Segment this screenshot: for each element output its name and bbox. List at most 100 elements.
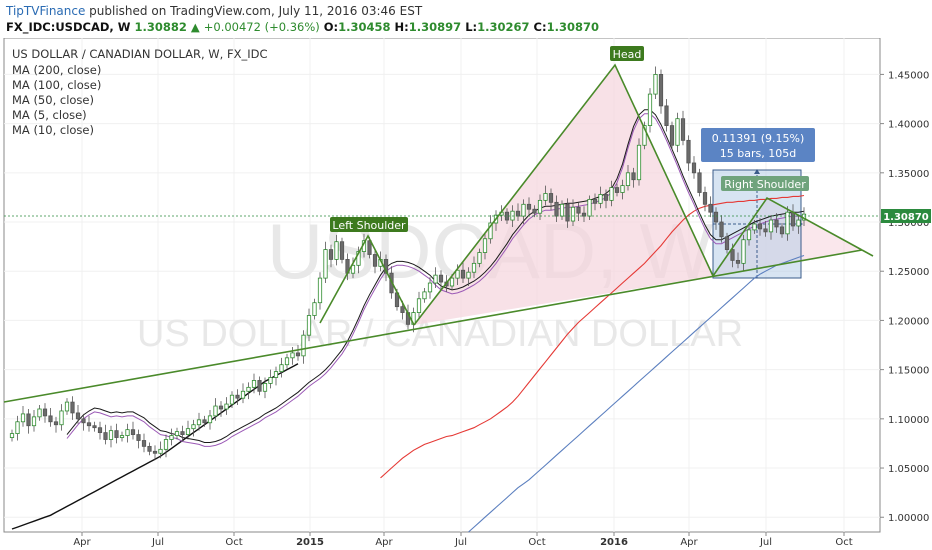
x-tick-label: Oct (225, 537, 242, 548)
ma-200-label[interactable]: MA (200, close) (12, 63, 101, 77)
ma-100-label[interactable]: MA (100, close) (12, 78, 101, 92)
candle-down (735, 259, 741, 264)
candle-up (306, 315, 312, 336)
candle-up (647, 93, 653, 126)
candle-up (240, 390, 246, 399)
candle-up (273, 371, 279, 378)
candle-down (669, 125, 675, 146)
left-shoulder-text: Left Shoulder (332, 219, 406, 232)
x-tick-label: 2015 (296, 537, 324, 548)
candle-up (37, 408, 42, 418)
candle-down (763, 228, 768, 233)
candle-up (312, 302, 317, 316)
measure-line1: 0.11391 (9.15%) (712, 132, 805, 145)
candle-up (279, 364, 284, 372)
candle-up (433, 274, 438, 284)
candle-up (559, 203, 565, 217)
candle-down (438, 274, 444, 283)
chart-header: TipTVFinance published on TradingView.co… (0, 0, 932, 38)
ma-50-label[interactable]: MA (50, close) (12, 93, 94, 107)
head-shade (414, 65, 713, 325)
candles (9, 66, 807, 461)
candle-up (191, 424, 196, 430)
left-shoulder-line[interactable] (319, 234, 415, 326)
head-label[interactable]: Head (610, 46, 644, 61)
measure-arrow-up-icon (754, 169, 760, 174)
head-text: Head (613, 48, 642, 61)
candle-up (158, 448, 163, 454)
y-axis[interactable]: 1.45000 1.40000 1.35000 1.30000 1.25000 1.200… (880, 70, 929, 524)
candle-up (482, 238, 488, 253)
candle-up (570, 206, 576, 222)
candle-up (213, 405, 218, 417)
measure-label-bg (701, 128, 815, 162)
candle-down (708, 203, 713, 213)
candle-up (741, 239, 746, 264)
head-line[interactable] (413, 63, 714, 326)
candle-down (141, 440, 147, 447)
candle-down (97, 427, 103, 434)
candle-down (75, 412, 81, 420)
ma-50-line[interactable] (380, 194, 805, 479)
close-label: C: (533, 20, 547, 34)
candle-down (565, 203, 570, 222)
x-tick-label: Jul (151, 537, 164, 548)
left-shoulder-bg (330, 217, 408, 232)
candle-down (614, 187, 620, 193)
candle-down (48, 415, 53, 423)
publisher-link[interactable]: TipTVFinance (6, 4, 86, 18)
right-shoulder-label[interactable]: Right Shoulder (721, 176, 809, 191)
ma-100-line[interactable] (468, 254, 805, 533)
candle-up (125, 429, 130, 436)
candle-up (587, 198, 592, 217)
ma-10-label[interactable]: MA (10, close) (12, 123, 94, 137)
candle-down (774, 219, 779, 228)
neckline[interactable] (3, 249, 863, 403)
candle-down (295, 352, 301, 357)
candle-down (81, 418, 86, 424)
candle-up (598, 194, 603, 204)
candle-down (218, 405, 224, 410)
candle-up (768, 219, 774, 233)
candle-down (702, 192, 708, 205)
candle-down (257, 380, 262, 392)
candle-down (372, 254, 378, 267)
candle-up (323, 249, 328, 279)
candle-up (471, 262, 477, 273)
price-change: +0.00472 (+0.36%) (203, 20, 320, 34)
candle-down (26, 413, 31, 427)
candle-down (86, 422, 92, 427)
left-shoulder-label[interactable]: Left Shoulder (330, 217, 408, 232)
chart-canvas[interactable]: USDCAD, W US DOLLAR / CANADIAN DOLLAR Le… (0, 38, 932, 550)
x-tick-label: Jul (759, 537, 772, 548)
candle-down (92, 425, 97, 429)
candle-down (515, 210, 521, 217)
x-tick-label: 2016 (600, 537, 628, 548)
price-tag: 1.30870 (881, 209, 931, 223)
candle-up (15, 421, 20, 434)
x-axis[interactable]: Apr Jul Oct 2015 Apr Jul Oct 2016 Apr Jul Oct (73, 532, 853, 548)
x-tick-label: Jul (454, 537, 467, 548)
y-tick-label: 1.00000 (888, 513, 929, 524)
candle-up (543, 193, 548, 201)
candle-down (548, 193, 554, 203)
candle-up (224, 403, 229, 410)
y-tick-label: 1.05000 (888, 464, 929, 475)
candle-up (488, 222, 493, 240)
candle-up (636, 144, 642, 181)
candle-down (136, 434, 141, 441)
ma-5-label[interactable]: MA (5, close) (12, 108, 87, 122)
chart-title: US DOLLAR / CANADIAN DOLLAR, W, FX_IDC (12, 47, 268, 61)
candle-up (466, 271, 471, 279)
candle-up (317, 277, 323, 304)
x-tick-label: Oct (835, 537, 852, 548)
x-tick-label: Apr (375, 537, 393, 548)
measure-label[interactable]: 0.11391 (9.15%) 15 bars, 105d (701, 128, 815, 162)
candle-down (790, 211, 796, 227)
candle-down (114, 430, 119, 438)
candle-down (130, 429, 136, 435)
candle-down (339, 241, 345, 260)
x-tick-label: Oct (528, 537, 545, 548)
price-tag-bg (881, 209, 931, 223)
right-shoulder-line[interactable] (712, 196, 863, 277)
